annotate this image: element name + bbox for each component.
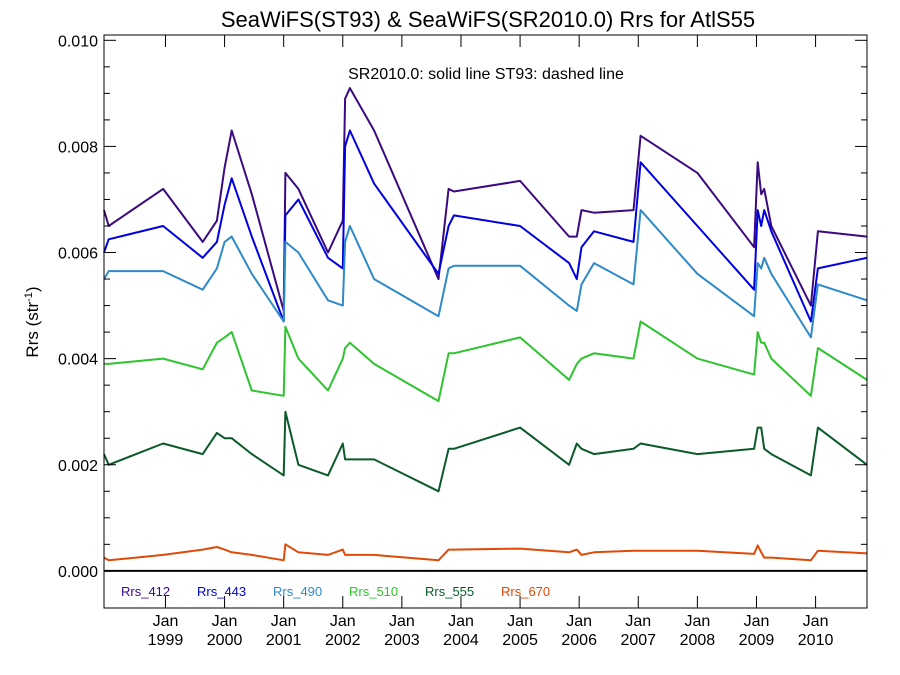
series-layer: [103, 87, 868, 562]
x-tick-label-month: Jan: [744, 613, 770, 630]
x-tick-label-year: 2008: [680, 632, 716, 649]
x-tick-label-year: 2003: [384, 632, 420, 649]
y-tick-label: 0.008: [58, 139, 98, 156]
x-tick-label-year: 2007: [620, 632, 656, 649]
x-tick-label-year: 2009: [739, 632, 775, 649]
x-tick-label-month: Jan: [507, 613, 533, 630]
chart-title: SeaWiFS(ST93) & SeaWiFS(SR2010.0) Rrs fo…: [221, 7, 755, 32]
y-axis: 0.000 0.002 0.004 0.006 0.008 0.010: [58, 33, 867, 581]
legend-entry-rrs-443: Rrs_443: [197, 584, 246, 599]
x-tick-label-month: Jan: [330, 613, 356, 630]
x-tick-label-month: Jan: [389, 613, 415, 630]
x-tick-label-year: 1999: [148, 632, 184, 649]
series-line-rrs-555: [103, 410, 868, 493]
line-style-annotation: SR2010.0: solid line ST93: dashed line: [348, 66, 624, 83]
plot-frame: [103, 34, 868, 609]
y-axis-label-suffix: ): [23, 286, 42, 292]
series-line-rrs-412: [103, 87, 868, 312]
series-line-rrs-443: [103, 129, 868, 323]
x-tick-label-year: 2005: [502, 632, 538, 649]
legend-entry-rrs-510: Rrs_510: [349, 584, 398, 599]
x-axis: Jan 1999 Jan 2000 Jan 2001 Jan 2002 Jan 2003 Jan 20…: [148, 35, 834, 649]
x-tick-label-year: 2000: [207, 632, 243, 649]
series-line-rrs-490: [103, 209, 868, 339]
x-tick-label-year: 2002: [325, 632, 361, 649]
y-tick-label: 0.006: [58, 246, 98, 263]
x-tick-label-year: 2010: [798, 632, 834, 649]
series-line-rrs-510: [104, 320, 868, 403]
x-tick-label-month: Jan: [212, 613, 238, 630]
legend-entry-rrs-412: Rrs_412: [121, 584, 170, 599]
x-tick-label-month: Jan: [566, 613, 592, 630]
x-tick-label-month: Jan: [803, 613, 829, 630]
y-axis-label-main: Rrs (str: [23, 302, 42, 358]
x-tick-label-year: 2001: [266, 632, 302, 649]
y-tick-label: 0.004: [58, 352, 98, 369]
y-axis-label-superscript: -1: [23, 292, 35, 302]
x-tick-label-month: Jan: [153, 613, 179, 630]
legend-entry-rrs-670: Rrs_670: [501, 584, 550, 599]
x-tick-label-month: Jan: [448, 613, 474, 630]
x-tick-label-year: 2004: [443, 632, 479, 649]
x-tick-label-month: Jan: [271, 613, 297, 630]
y-tick-label: 0.010: [58, 33, 98, 50]
x-tick-label-month: Jan: [684, 613, 710, 630]
x-tick-label-year: 2006: [561, 632, 597, 649]
legend-entry-rrs-490: Rrs_490: [273, 584, 322, 599]
series-line-rrs-670: [103, 543, 868, 562]
legend-entry-rrs-555: Rrs_555: [425, 584, 474, 599]
y-tick-label: 0.000: [58, 564, 98, 581]
legend: Rrs_412 Rrs_443 Rrs_490 Rrs_510 Rrs_555 Rrs_6…: [121, 584, 550, 599]
y-tick-label: 0.002: [58, 458, 98, 475]
y-axis-label: Rrs (str-1): [23, 286, 42, 357]
x-tick-label-month: Jan: [625, 613, 651, 630]
